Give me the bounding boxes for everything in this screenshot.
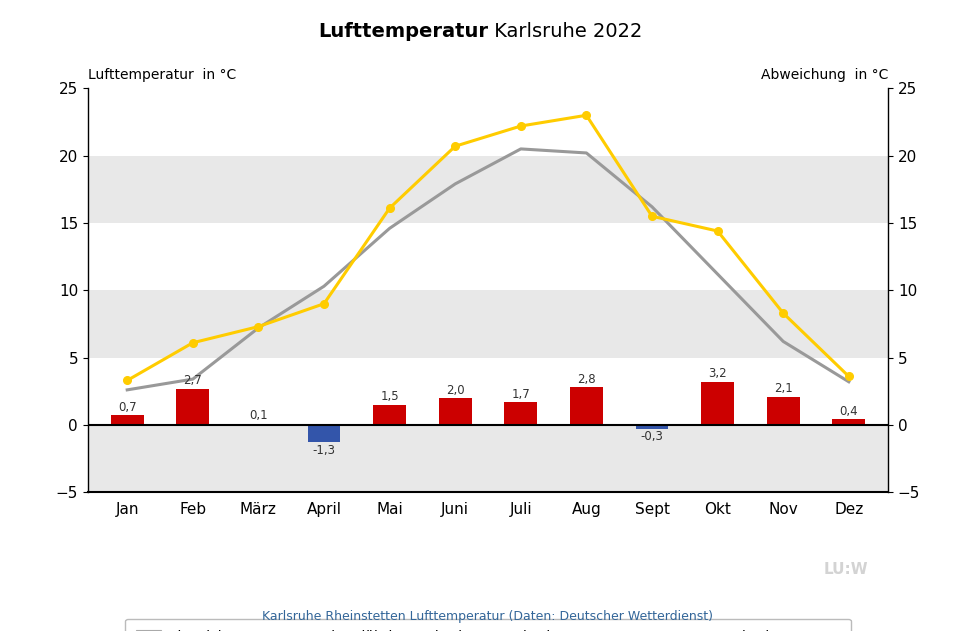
Bar [833, 420, 865, 425]
Text: 0,7: 0,7 [118, 401, 137, 414]
Text: 1,7: 1,7 [511, 387, 530, 401]
Text: 2,8: 2,8 [577, 373, 595, 386]
Bar [767, 397, 799, 425]
Text: 2,0: 2,0 [446, 384, 465, 397]
Text: Abweichung  in °C: Abweichung in °C [760, 68, 888, 82]
Text: -0,3: -0,3 [640, 430, 664, 443]
Bar [88, 425, 888, 492]
Text: 3,2: 3,2 [709, 367, 727, 380]
Bar [505, 402, 537, 425]
Text: Lufttemperatur  in °C: Lufttemperatur in °C [88, 68, 236, 82]
Bar [373, 404, 406, 425]
Bar [111, 415, 143, 425]
Text: 0,4: 0,4 [839, 405, 858, 418]
Text: Karlsruhe 2022: Karlsruhe 2022 [488, 22, 642, 41]
Text: 0,1: 0,1 [249, 409, 267, 422]
Text: LU:W: LU:W [824, 562, 869, 577]
Bar [177, 389, 209, 425]
Bar [88, 88, 888, 156]
Bar [570, 387, 603, 425]
Bar [242, 423, 275, 425]
Bar [88, 156, 888, 223]
Bar [88, 290, 888, 358]
Bar [439, 398, 471, 425]
Text: Karlsruhe Rheinstetten Lufttemperatur (Daten: Deutscher Wetterdienst): Karlsruhe Rheinstetten Lufttemperatur (D… [263, 610, 713, 623]
Text: 1,5: 1,5 [381, 391, 399, 403]
Bar [88, 358, 888, 425]
Text: 2,7: 2,7 [183, 374, 202, 387]
Bar [88, 223, 888, 290]
Text: 2,1: 2,1 [774, 382, 793, 395]
Bar [307, 425, 341, 442]
Legend: Abweichung 2022 vom langjährigen Mittel, Mittel 1991-2020, Monatsmittelwert 2022: Abweichung 2022 vom langjährigen Mittel,… [125, 618, 851, 631]
Bar [701, 382, 734, 425]
Text: -1,3: -1,3 [312, 444, 336, 457]
Text: Lufttemperatur: Lufttemperatur [318, 22, 488, 41]
Bar [635, 425, 669, 429]
